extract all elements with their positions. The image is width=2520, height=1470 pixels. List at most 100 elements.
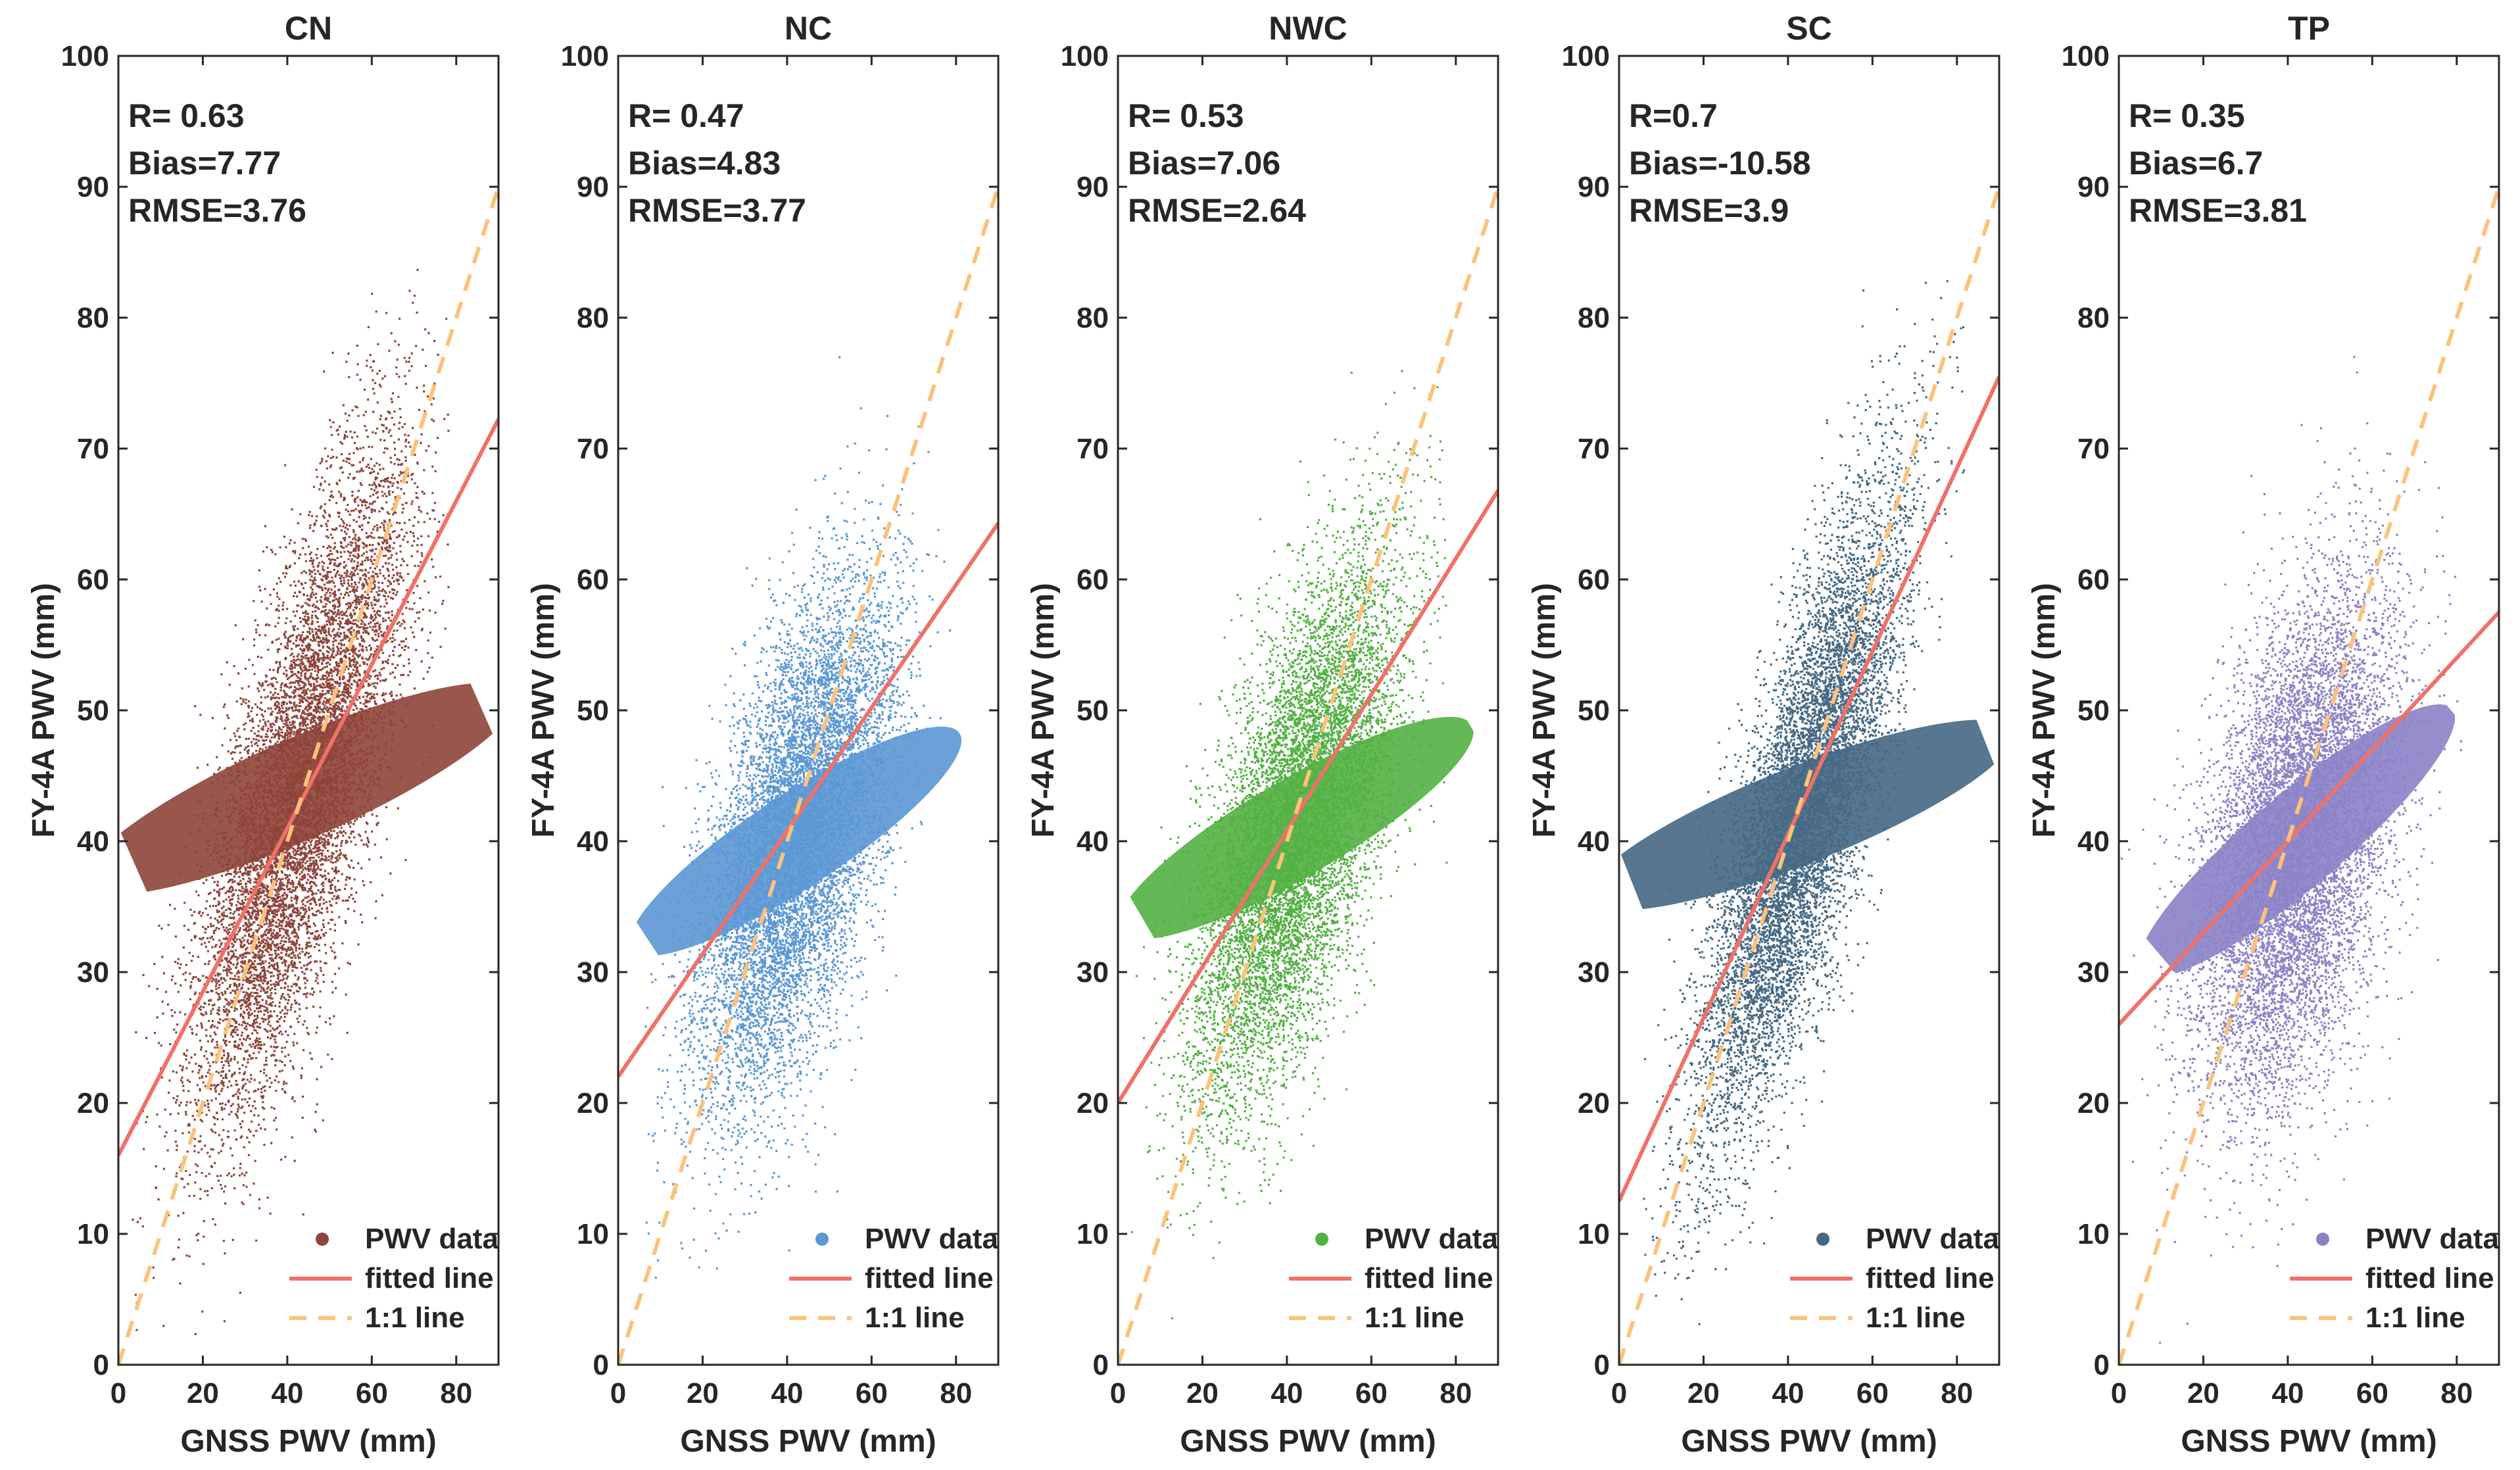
scatter-core-tp [2137,704,2456,979]
stat-annotation: R= 0.35 [2129,97,2245,134]
one-to-one-line-nc [618,186,998,1365]
y-tick-label: 40 [1578,825,1610,858]
y-tick-label: 20 [577,1087,609,1119]
scatter-core-nwc [1117,716,1474,940]
legend-label: 1:1 line [1866,1302,1966,1334]
x-tick-label: 60 [856,1377,888,1409]
x-axis-label: GNSS PWV (mm) [680,1424,936,1459]
legend-label: fitted line [1365,1262,1493,1294]
y-tick-label: 60 [2077,564,2110,596]
y-tick-label: 90 [77,171,109,203]
y-tick-label: 70 [2077,433,2110,465]
x-tick-label: 40 [271,1377,303,1409]
y-tick-label: 70 [1578,433,1610,465]
stat-annotation: RMSE=3.81 [2129,192,2307,229]
y-tick-label: 70 [1077,433,1109,465]
x-tick-label: 20 [687,1377,719,1409]
legend-marker-pwv-data [815,1233,829,1246]
stat-annotation: R= 0.53 [1128,97,1244,134]
y-tick-label: 80 [77,302,109,334]
y-tick-label: 40 [2077,825,2110,858]
y-tick-label: 60 [577,564,609,596]
y-tick-label: 50 [1578,695,1610,727]
y-tick-label: 40 [1077,825,1109,858]
y-tick-label: 80 [1077,302,1109,334]
y-tick-label: 100 [1562,40,1610,72]
x-tick-label: 0 [110,1377,126,1409]
x-tick-label: 60 [2356,1377,2388,1409]
y-tick-label: 80 [1578,302,1610,334]
y-tick-label: 50 [77,695,109,727]
stat-annotation: Bias=-10.58 [1629,145,1811,182]
fitted-line-cn [118,418,498,1156]
y-tick-label: 10 [577,1218,609,1250]
y-tick-label: 90 [1077,171,1109,203]
x-axis-label: GNSS PWV (mm) [1681,1424,1937,1459]
stat-annotation: Bias=6.7 [2129,145,2263,182]
chart-title: SC [1786,10,1831,47]
x-axis-label: GNSS PWV (mm) [180,1424,436,1459]
x-tick-label: 60 [1856,1377,1889,1409]
scatter-points-tp [2120,356,2463,1344]
x-tick-label: 0 [2111,1377,2127,1409]
chart-title: TP [2288,10,2330,47]
x-tick-label: 20 [1687,1377,1720,1409]
stat-annotation: R=0.7 [1629,97,1718,134]
panel-sc: 0 20 40 60 80 0 10 20 30 40 50 60 70 80 90 100 SC GNSS PW… [1527,10,2015,1459]
x-tick-label: 60 [356,1377,388,1409]
y-tick-label: 90 [1578,171,1610,203]
y-tick-label: 80 [2077,302,2110,334]
stat-annotation: R= 0.63 [128,97,245,134]
x-tick-label: 20 [187,1377,219,1409]
y-tick-label: 40 [577,825,609,858]
y-tick-label: 20 [77,1087,109,1119]
stat-annotation: RMSE=3.9 [1629,192,1789,229]
y-tick-label: 10 [77,1218,109,1250]
stat-annotation: R= 0.47 [628,97,744,134]
y-tick-label: 0 [1594,1349,1610,1381]
legend-label: fitted line [365,1262,494,1294]
stat-annotation: RMSE=3.76 [128,192,306,229]
fitted-line-nwc [1118,489,1498,1104]
y-tick-label: 30 [2077,956,2110,989]
chart-title: NC [785,10,832,47]
legend-label: 1:1 line [365,1302,465,1334]
legend-marker-pwv-data [316,1233,329,1246]
x-tick-label: 40 [1271,1377,1303,1409]
y-tick-label: 10 [1077,1218,1109,1250]
legend-marker-pwv-data [2316,1233,2329,1246]
x-tick-label: 80 [1440,1377,1472,1409]
legend-label: PWV data [1365,1223,1498,1255]
y-tick-label: 20 [1077,1087,1109,1119]
y-tick-label: 100 [1061,40,1109,72]
x-tick-label: 60 [1355,1377,1388,1409]
y-tick-label: 0 [593,1349,609,1381]
y-tick-label: 80 [577,302,609,334]
y-axis-label: FY-4A PWV (mm) [26,583,61,838]
y-tick-label: 60 [77,564,109,596]
legend-marker-pwv-data [1816,1233,1829,1246]
y-tick-label: 90 [577,171,609,203]
y-tick-label: 20 [1578,1087,1610,1119]
one-to-one-line-tp [2119,186,2499,1365]
y-tick-label: 30 [1077,956,1109,989]
y-tick-label: 60 [1578,564,1610,596]
y-tick-label: 30 [1578,956,1610,989]
x-tick-label: 20 [2187,1377,2219,1409]
legend-label: 1:1 line [2365,1302,2465,1334]
y-tick-label: 70 [577,433,609,465]
legend-label: 1:1 line [865,1302,965,1334]
legend-label: fitted line [1866,1262,1995,1294]
scatter-core-nc [629,726,962,956]
panel-nc: 0 20 40 60 80 0 10 20 30 40 50 60 70 80 90 100 NC GNSS PW… [526,10,1000,1459]
legend-label: fitted line [865,1262,994,1294]
x-tick-label: 0 [1611,1377,1627,1409]
legend-label: PWV data [2365,1223,2499,1255]
one-to-one-line-nwc [1118,186,1498,1365]
y-axis-label: FY-4A PWV (mm) [1527,583,1562,838]
stat-annotation: RMSE=3.77 [628,192,806,229]
panel-nwc: 0 20 40 60 80 0 10 20 30 40 50 60 70 80 90 100 NWC GNSS P… [1026,10,1499,1459]
stat-annotation: RMSE=2.64 [1128,192,1306,229]
y-tick-label: 0 [2094,1349,2110,1381]
legend-label: fitted line [2365,1262,2494,1294]
